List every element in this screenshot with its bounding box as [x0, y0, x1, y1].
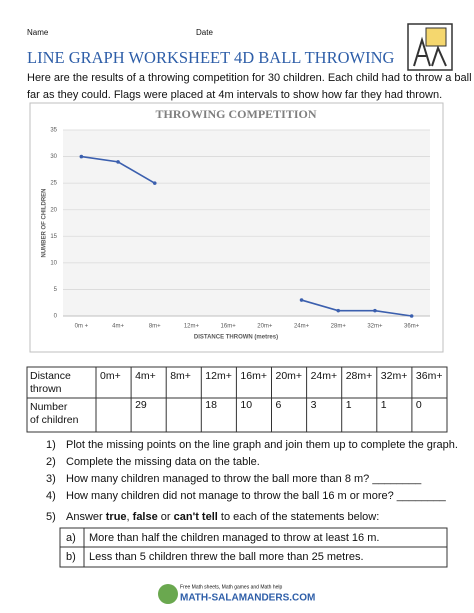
x-tick-label: 20m+	[257, 324, 273, 330]
x-tick-label: 12m+	[184, 324, 200, 330]
line	[301, 299, 412, 317]
table-cell: 18	[205, 399, 217, 411]
point	[336, 308, 341, 313]
statement-letter: a)	[66, 532, 76, 544]
table-border	[26, 366, 448, 433]
point	[152, 181, 157, 185]
y-tick-label: 15	[50, 234, 57, 240]
table-cell: 28m+	[346, 370, 373, 382]
x-tick-label: 28m+	[331, 324, 347, 330]
point	[79, 154, 84, 159]
row-header: Distance thrown	[30, 370, 71, 395]
text-run: Answer	[66, 511, 106, 523]
text-line: Distance	[30, 370, 71, 382]
statements-table	[59, 527, 448, 568]
table-cell: 24m+	[311, 370, 338, 382]
text-run: to each of the statements below:	[218, 511, 379, 523]
footer-tagline: Free Math sheets, Math games and Math he…	[180, 584, 282, 590]
table-cell: 36m+	[416, 370, 443, 382]
question: How many children did not manage to thro…	[66, 490, 447, 502]
x-tick-label: 24m+	[294, 324, 310, 330]
question-number: 4)	[46, 490, 56, 502]
x-tick-label: 0m +	[75, 324, 89, 330]
intro-line: Here are the results of a throwing compe…	[27, 72, 474, 84]
table-cell: 20m+	[276, 370, 303, 382]
table-cell: 4m+	[135, 370, 156, 382]
table-cell: 3	[311, 399, 317, 411]
x-tick-label: 32m+	[367, 324, 383, 330]
logo	[407, 23, 453, 71]
table-cell: 16m+	[240, 370, 267, 382]
x-tick-label: 16m+	[221, 324, 237, 330]
date-label: Date	[196, 28, 213, 37]
question: Complete the missing data on the table.	[66, 456, 260, 468]
y-tick-label: 5	[54, 287, 58, 293]
question-number: 2)	[46, 456, 56, 468]
table-cell: 6	[276, 399, 282, 411]
text-run: or	[158, 511, 174, 523]
y-axis-title: NUMBER OF CHILDREN	[42, 189, 48, 258]
table-cell: 32m+	[381, 370, 408, 382]
statement-letter: b)	[66, 551, 76, 563]
text-run: can't tell	[174, 511, 218, 523]
question-number: 3)	[46, 473, 56, 485]
footer-logo: Free Math sheets, Math games and Math he…	[158, 584, 315, 604]
table-cell: 0m+	[100, 370, 121, 382]
table-cell: 0	[416, 399, 422, 411]
table-cell: 29	[135, 399, 147, 411]
text-line: Number	[30, 401, 68, 413]
name-label: Name	[27, 28, 49, 37]
point	[373, 308, 377, 313]
row-header: Number of children	[30, 401, 79, 426]
point	[299, 298, 304, 302]
statement: More than half the children managed to t…	[89, 532, 379, 544]
statement: Less than 5 children threw the ball more…	[89, 551, 364, 563]
footer-site: MATH-SALAMANDERS.COM	[180, 593, 315, 604]
intro-line: far as they could. Flags were placed at …	[27, 89, 442, 101]
x-tick-label: 36m+	[404, 324, 420, 330]
question: How many children managed to throw the b…	[66, 473, 422, 485]
x-tick-label: 8m+	[149, 324, 161, 330]
text-line: of children	[30, 414, 79, 426]
table-cell: 1	[346, 399, 352, 411]
y-tick-label: 10	[50, 260, 57, 266]
point	[116, 160, 120, 164]
table-cell: 10	[240, 399, 252, 411]
plot-area	[63, 130, 430, 316]
x-axis-title: DISTANCE THROWN (metres)	[194, 335, 278, 341]
question: Answer true, false or can't tell to each…	[66, 511, 379, 523]
text-run: false	[133, 511, 158, 523]
y-tick-label: 30	[50, 154, 57, 160]
question-number: 1)	[46, 439, 56, 451]
title: LINE GRAPH WORKSHEET 4D BALL THROWING	[27, 48, 394, 67]
text-run: true	[106, 511, 127, 523]
y-tick-label: 35	[50, 128, 57, 134]
table-cell: 12m+	[205, 370, 232, 382]
y-tick-label: 0	[54, 314, 58, 320]
table-cell: 8m+	[170, 370, 191, 382]
y-tick-label: 20	[50, 207, 57, 213]
y-tick-label: 25	[50, 181, 57, 187]
table-cell: 1	[381, 399, 387, 411]
question: Plot the missing points on the line grap…	[66, 439, 458, 451]
point	[409, 314, 414, 318]
chart-title: THROWING COMPETITION	[155, 107, 316, 121]
text-line: thrown	[30, 383, 62, 395]
x-tick-label: 4m+	[112, 324, 124, 330]
question-number: 5)	[46, 511, 56, 523]
text-run: ,	[127, 511, 133, 523]
